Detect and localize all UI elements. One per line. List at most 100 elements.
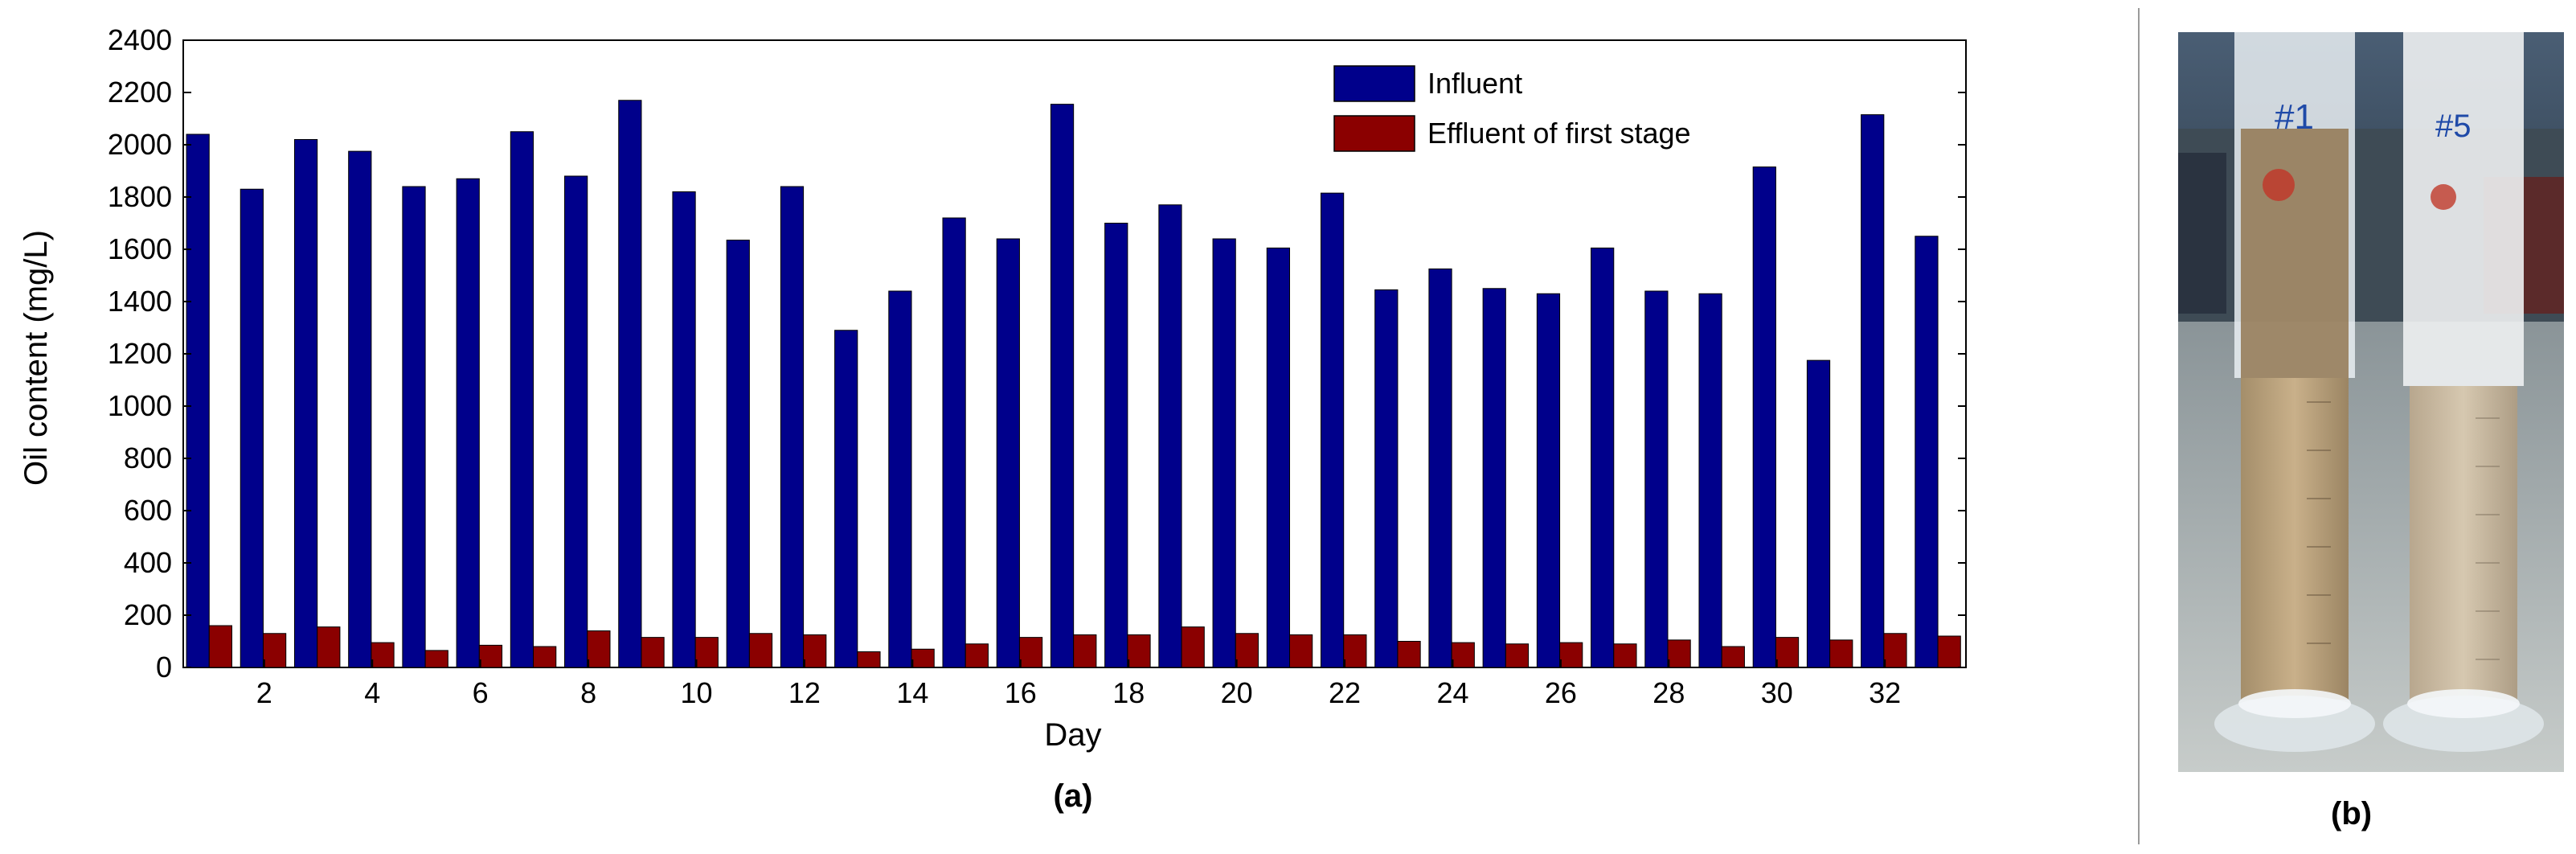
effluent-bar-day-21 bbox=[1289, 634, 1313, 668]
influent-bar-day-6 bbox=[456, 178, 480, 668]
effluent-bar-day-19 bbox=[1181, 626, 1205, 668]
influent-bar-day-9 bbox=[618, 100, 642, 668]
panel-divider bbox=[2138, 8, 2140, 844]
influent-bar-day-15 bbox=[942, 217, 966, 668]
influent-bar-day-16 bbox=[996, 238, 1020, 668]
panel-label-a: (a) bbox=[1054, 778, 1093, 814]
influent-bar-day-33 bbox=[1915, 236, 1939, 668]
x-tick-label: 32 bbox=[1869, 676, 1901, 709]
influent-bar-day-3 bbox=[293, 139, 318, 668]
influent-bar-day-14 bbox=[888, 290, 912, 668]
y-tick-label: 1600 bbox=[108, 232, 172, 265]
influent-bar-day-18 bbox=[1104, 223, 1128, 668]
effluent-bar-day-11 bbox=[748, 633, 773, 668]
legend-label-influent: Influent bbox=[1427, 67, 1522, 100]
y-tick-label: 2200 bbox=[108, 76, 172, 109]
influent-bar-day-27 bbox=[1591, 247, 1615, 668]
photo-illustration: #1 #5 bbox=[2178, 32, 2564, 772]
effluent-bar-day-33 bbox=[1937, 635, 1961, 668]
y-tick-label: 1400 bbox=[108, 285, 172, 318]
effluent-bar-day-24 bbox=[1451, 642, 1475, 668]
effluent-bar-day-14 bbox=[911, 648, 935, 668]
x-tick-label: 28 bbox=[1652, 676, 1685, 709]
effluent-bar-day-22 bbox=[1343, 634, 1367, 668]
effluent-bar-day-25 bbox=[1505, 643, 1530, 668]
influent-bar-day-1 bbox=[186, 133, 210, 668]
effluent-bar-day-8 bbox=[587, 630, 611, 668]
effluent-bar-day-6 bbox=[478, 644, 503, 668]
effluent-bar-day-23 bbox=[1397, 641, 1421, 668]
x-tick-label: 2 bbox=[256, 676, 272, 709]
x-axis-title: Day bbox=[1044, 717, 1101, 753]
x-tick-label: 26 bbox=[1545, 676, 1577, 709]
x-axis: 2 4 6 8 10 12 14 16 18 20 22 24 26 28 30 32 bbox=[256, 659, 1901, 709]
x-tick-label: 8 bbox=[580, 676, 596, 709]
influent-bar-day-24 bbox=[1428, 268, 1452, 668]
influent-bar-day-23 bbox=[1374, 289, 1399, 668]
y-tick-label: 1000 bbox=[108, 389, 172, 422]
effluent-bar-day-26 bbox=[1559, 642, 1583, 668]
effluent-bar-day-20 bbox=[1235, 633, 1259, 668]
y-tick-label: 600 bbox=[124, 494, 172, 527]
x-tick-label: 14 bbox=[896, 676, 928, 709]
influent-bar-day-19 bbox=[1158, 204, 1182, 668]
x-tick-label: 24 bbox=[1436, 676, 1468, 709]
panel-label-b: (b) bbox=[2331, 796, 2373, 831]
y-axis-title: Oil content (mg/L) bbox=[18, 230, 54, 486]
effluent-bar-day-12 bbox=[803, 634, 827, 668]
x-tick-label: 12 bbox=[788, 676, 821, 709]
y-tick-label: 800 bbox=[124, 441, 172, 474]
influent-bar-day-13 bbox=[834, 330, 858, 668]
effluent-bar-day-9 bbox=[641, 637, 665, 668]
influent-bar-day-11 bbox=[726, 240, 750, 668]
influent-bar-day-10 bbox=[672, 191, 696, 668]
effluent-bar-day-16 bbox=[1018, 637, 1043, 668]
y-tick-label: 1200 bbox=[108, 337, 172, 370]
bars bbox=[186, 100, 1961, 668]
x-tick-label: 18 bbox=[1112, 676, 1145, 709]
plot-frame bbox=[182, 39, 1967, 668]
plot-area-frame bbox=[182, 39, 1967, 668]
influent-bar-day-7 bbox=[510, 131, 534, 668]
left-cylinder-label: #1 bbox=[2275, 97, 2314, 137]
effluent-bar-day-30 bbox=[1775, 637, 1800, 668]
graduated-cylinders-photo: #1 #5 bbox=[2178, 32, 2564, 772]
y-axis: 0 200 400 600 800 1000 1200 1400 1600 1800 2000 220… bbox=[108, 23, 1966, 684]
influent-bar-day-5 bbox=[402, 186, 426, 668]
influent-bar-day-21 bbox=[1266, 247, 1291, 668]
x-tick-label: 20 bbox=[1221, 676, 1253, 709]
influent-bar-day-12 bbox=[780, 186, 805, 668]
effluent-bar-day-31 bbox=[1829, 639, 1853, 668]
x-tick-label: 10 bbox=[680, 676, 712, 709]
effluent-bar-day-3 bbox=[317, 626, 341, 668]
y-tick-label: 400 bbox=[124, 546, 172, 579]
y-tick-label: 1800 bbox=[108, 180, 172, 213]
influent-bar-day-28 bbox=[1644, 290, 1669, 668]
influent-bar-day-17 bbox=[1050, 104, 1075, 668]
influent-bar-day-26 bbox=[1536, 293, 1561, 668]
y-tick-label: 200 bbox=[124, 598, 172, 631]
effluent-bar-day-32 bbox=[1883, 633, 1907, 668]
effluent-bar-day-10 bbox=[694, 637, 719, 668]
influent-bar-day-2 bbox=[240, 188, 264, 668]
bar-chart: 0200400600800100012001400160018002000220… bbox=[18, 23, 1967, 814]
effluent-bar-day-4 bbox=[371, 642, 395, 668]
effluent-bar-day-5 bbox=[424, 650, 448, 668]
effluent-bar-day-28 bbox=[1667, 639, 1691, 668]
effluent-bar-day-2 bbox=[262, 633, 287, 668]
effluent-bar-day-27 bbox=[1613, 643, 1637, 668]
influent-bar-day-22 bbox=[1320, 192, 1345, 668]
right-cylinder-label: #5 bbox=[2435, 109, 2472, 144]
influent-bar-day-20 bbox=[1212, 238, 1236, 668]
influent-bar-day-29 bbox=[1698, 293, 1722, 668]
y-tick-label: 2400 bbox=[108, 23, 172, 56]
y-tick-label: 2000 bbox=[108, 128, 172, 161]
effluent-bar-day-29 bbox=[1721, 646, 1745, 668]
influent-bar-day-31 bbox=[1806, 359, 1831, 668]
effluent-bar-day-7 bbox=[533, 646, 557, 668]
x-tick-label: 6 bbox=[473, 676, 489, 709]
effluent-bar-day-1 bbox=[208, 625, 232, 668]
influent-bar-day-8 bbox=[564, 175, 588, 668]
effluent-bar-day-18 bbox=[1127, 634, 1151, 668]
influent-bar-day-32 bbox=[1861, 114, 1885, 668]
